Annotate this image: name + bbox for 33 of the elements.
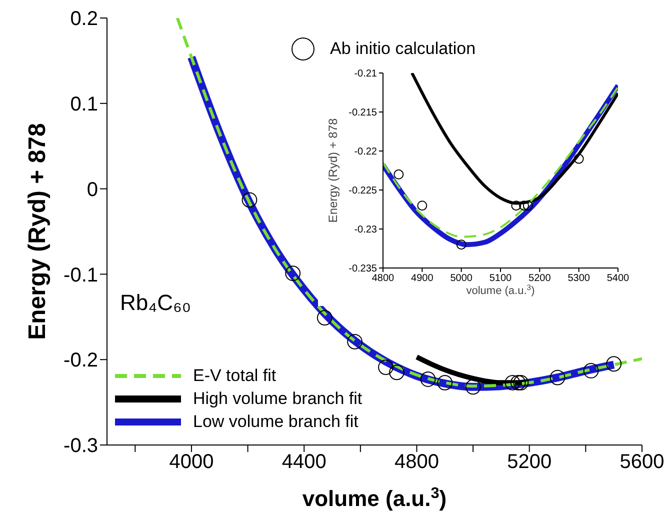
x-tick-label: 5000 [450,273,473,284]
y-tick-label: -0.235 [348,264,378,275]
y-axis-title: Energy (Ryd) + 878 [24,123,51,340]
y-tick-label: -0.22 [354,146,378,158]
x-tick-label: 5200 [507,451,552,474]
legend-label: High volume branch fit [193,388,362,410]
legend-label: Low volume branch fit [193,411,358,433]
y-tick-label: -0.23 [354,224,378,236]
x-tick-label: 4400 [282,451,326,474]
y-tick-label: -0.225 [348,186,378,197]
x-tick-label: 4000 [169,451,214,474]
y-tick-label: -0.1 [64,264,98,286]
y-tick-label: 0.2 [70,8,98,30]
x-axis-title: volume (a.u.$^{3}$) [302,484,447,511]
x-tick-label: 5300 [568,273,590,284]
x-tick-label: 5600 [620,451,664,474]
legend-label: E-V total fit [193,365,276,387]
y-axis-title: Energy (Ryd) + 878 [326,118,340,223]
x-tick-label: 5100 [489,273,512,284]
x-tick-label: 4900 [411,273,434,284]
x-tick-label: 4800 [372,273,395,284]
y-tick-label: -0.2 [64,350,98,372]
annotation: Rb₄C₆₀ [120,290,191,315]
x-tick-label: 5400 [606,273,630,284]
y-tick-label: 0.1 [70,94,98,116]
x-tick-label: 5200 [528,273,552,284]
y-tick-label: -0.21 [354,68,378,80]
y-tick-label: -0.3 [64,435,98,458]
y-tick-label: 0 [86,178,98,201]
y-tick-label: -0.215 [348,108,378,119]
x-axis-title: volume (a.u.$^{3}$) [466,282,535,297]
legend-label: Ab initio calculation [330,39,476,59]
x-tick-label: 4800 [394,451,439,474]
